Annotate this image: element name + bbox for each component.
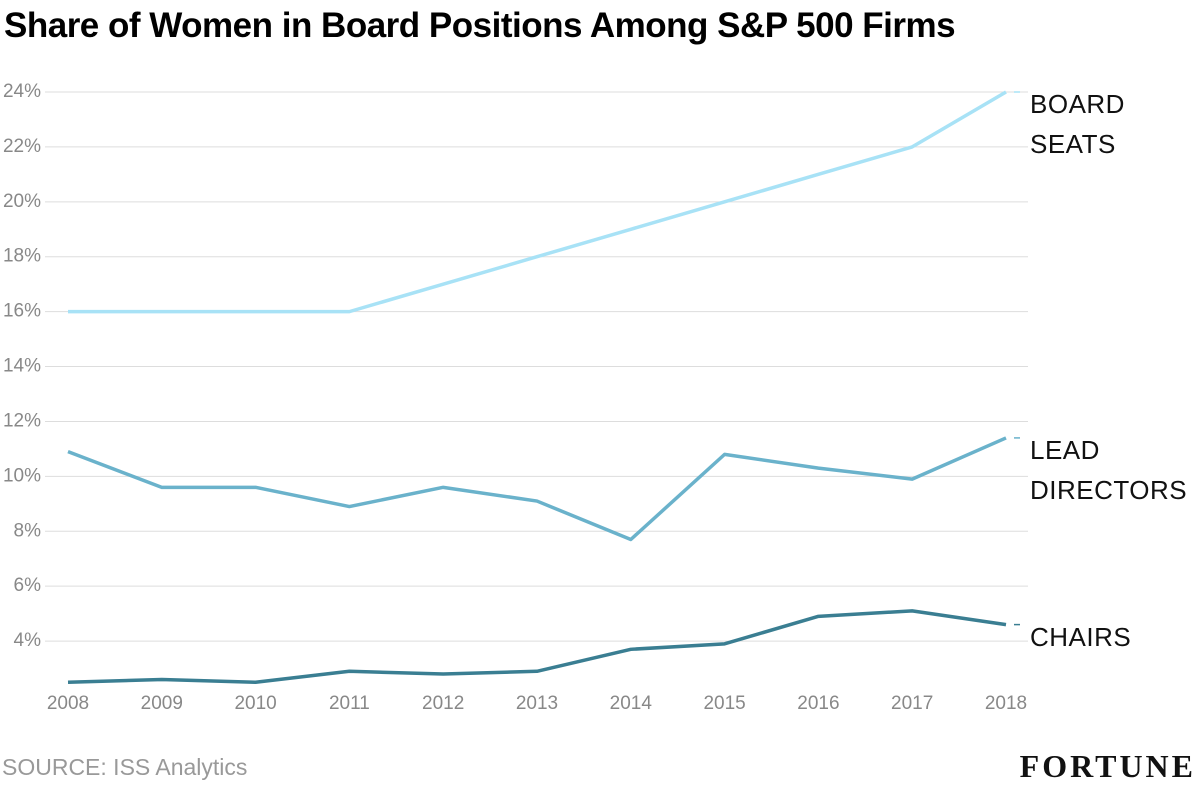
x-tick-label: 2014 xyxy=(610,693,653,714)
x-tick-label: 2015 xyxy=(703,693,745,714)
y-tick-label: 16% xyxy=(3,301,41,322)
chart-title: Share of Women in Board Positions Among … xyxy=(4,6,956,45)
y-tick-label: 22% xyxy=(3,136,41,157)
y-tick-label: 18% xyxy=(3,246,41,267)
series-line xyxy=(67,436,1007,542)
y-tick-label: 20% xyxy=(3,191,41,212)
y-tick-label: 24% xyxy=(3,81,41,102)
y-tick-label: 12% xyxy=(3,410,41,431)
x-tick-label: 2008 xyxy=(47,693,89,714)
y-tick-label: 6% xyxy=(14,575,42,596)
x-tick-label: 2017 xyxy=(891,693,933,714)
x-tick-label: 2016 xyxy=(797,693,839,714)
y-tick-label: 10% xyxy=(3,465,41,486)
y-tick-label: 4% xyxy=(14,630,42,651)
x-tick-label: 2012 xyxy=(422,693,464,714)
x-tick-label: 2011 xyxy=(329,693,370,714)
series-label: LEAD DIRECTORS xyxy=(1030,434,1188,505)
x-tick-label: 2013 xyxy=(516,693,558,714)
x-tick-label: 2018 xyxy=(985,693,1027,714)
source: SOURCE: ISS Analytics xyxy=(2,754,248,780)
y-tick-label: 14% xyxy=(3,356,41,377)
x-tick-label: 2009 xyxy=(141,693,183,714)
series-line xyxy=(67,609,1007,685)
brand-logo: FORTUNE xyxy=(1019,748,1196,784)
series-line xyxy=(68,90,1007,314)
y-tick-label: 8% xyxy=(14,520,42,541)
series-label: CHAIRS xyxy=(1030,621,1132,652)
x-tick-label: 2010 xyxy=(234,693,276,714)
series-label: BOARD SEATS xyxy=(1030,89,1125,159)
